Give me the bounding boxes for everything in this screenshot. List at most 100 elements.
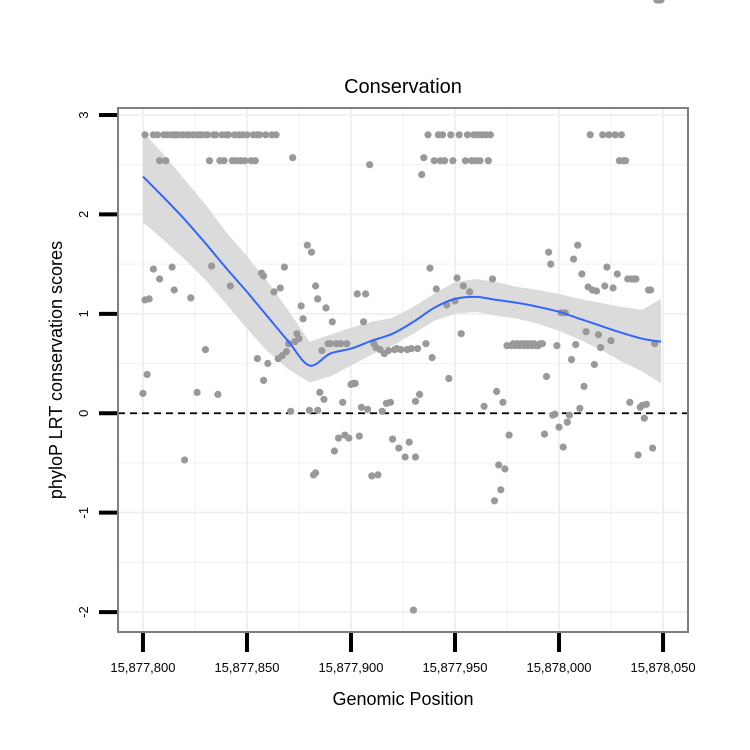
data-point (384, 347, 392, 355)
data-point (255, 131, 264, 139)
data-point (326, 340, 334, 348)
data-point (253, 355, 261, 363)
x-tick-label: 15,878,050 (630, 660, 695, 675)
data-point (538, 340, 547, 348)
data-point (553, 342, 561, 350)
data-point (345, 434, 353, 442)
data-point (567, 356, 576, 364)
x-tick-label: 15,877,950 (422, 660, 487, 675)
data-point (389, 435, 397, 443)
data-point (193, 388, 201, 396)
data-point (476, 157, 484, 165)
data-point (424, 131, 432, 139)
data-point (149, 265, 157, 273)
x-tick-label: 15,877,850 (214, 660, 279, 675)
data-point (586, 131, 594, 139)
data-point (466, 288, 474, 296)
data-point (414, 345, 422, 353)
data-point (322, 304, 330, 312)
data-point (459, 282, 467, 290)
data-point (493, 387, 501, 395)
data-point (582, 328, 590, 336)
data-point (428, 354, 436, 362)
y-tick-label: -2 (76, 606, 91, 618)
data-point (420, 154, 428, 162)
data-point (555, 423, 563, 431)
x-axis-ticks: 15,877,800 15,877,850 15,877,900 15,877,950… (110, 633, 696, 675)
data-point (480, 402, 488, 410)
y-axis-label: phyloP LRT conservation scores (46, 241, 66, 499)
data-point (328, 318, 336, 326)
data-point (299, 315, 307, 323)
data-point (289, 154, 297, 162)
data-point (303, 241, 311, 249)
data-point (447, 131, 455, 139)
data-point (613, 270, 621, 278)
data-point (570, 255, 578, 263)
data-point (649, 444, 657, 452)
x-tick-label: 15,877,900 (318, 660, 383, 675)
data-point (592, 287, 601, 295)
data-point (574, 241, 582, 249)
data-point (243, 131, 251, 139)
data-point (576, 404, 584, 412)
data-point (540, 430, 549, 438)
y-axis-ticks: -2 -1 0 1 2 3 (76, 111, 117, 618)
data-point (445, 374, 453, 383)
data-point (312, 469, 320, 477)
data-point (542, 372, 551, 381)
data-point (181, 456, 189, 464)
data-point (622, 157, 630, 165)
data-point (490, 497, 499, 505)
x-tick-label: 15,877,800 (110, 660, 175, 675)
data-point (609, 284, 617, 292)
data-point (430, 157, 438, 165)
data-point (484, 157, 492, 165)
data-point (201, 346, 209, 354)
y-tick-label: 3 (76, 111, 91, 118)
data-point (139, 389, 147, 397)
data-point (212, 131, 220, 139)
data-point (495, 461, 503, 469)
data-point (580, 382, 588, 390)
y-tick-label: -1 (76, 507, 91, 519)
data-point (634, 451, 642, 459)
data-point (364, 405, 372, 413)
data-point (386, 398, 395, 406)
data-point (170, 286, 178, 294)
data-point (632, 275, 640, 283)
data-point (578, 270, 586, 278)
data-point (351, 379, 359, 387)
data-point (318, 347, 326, 355)
data-point (339, 398, 347, 406)
data-point (488, 275, 497, 283)
data-point (453, 274, 461, 282)
data-point (260, 272, 268, 280)
data-point (407, 345, 415, 353)
smooth-line (142, 175, 662, 367)
y-tick-label: 1 (76, 310, 91, 317)
data-point (251, 157, 259, 165)
data-points (139, 0, 665, 614)
data-point (590, 360, 599, 369)
data-point (601, 282, 609, 290)
data-point (461, 157, 469, 165)
data-point (505, 431, 513, 439)
data-point (307, 248, 316, 256)
data-point (411, 453, 420, 461)
data-point (220, 157, 228, 165)
data-point (626, 398, 634, 406)
data-point (416, 390, 424, 398)
data-point (316, 388, 324, 396)
data-point (330, 447, 338, 455)
data-point (411, 397, 420, 405)
data-point (463, 131, 472, 139)
data-point (611, 131, 619, 139)
data-point (441, 157, 449, 165)
data-point (432, 285, 440, 293)
plot-border (117, 107, 689, 633)
data-point (597, 344, 605, 352)
data-point (355, 432, 363, 440)
data-point (401, 453, 409, 461)
